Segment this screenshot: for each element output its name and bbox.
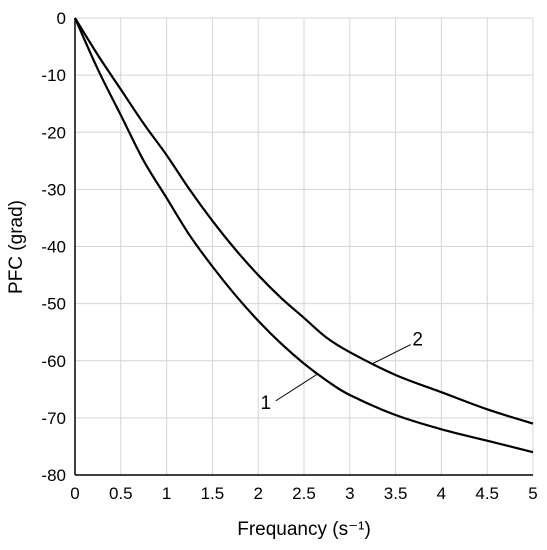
x-tick-label: 5 (528, 484, 537, 503)
series-line-1 (73, 17, 534, 454)
x-tick-label: 0 (70, 484, 79, 503)
curve-label-1: 1 (260, 393, 271, 414)
x-tick-label: 2 (253, 484, 262, 503)
x-tick-label: 2.5 (292, 484, 316, 503)
x-tick-label: 3 (345, 484, 354, 503)
curve-label-leader-1 (275, 373, 319, 402)
x-tick-label: 1.5 (201, 484, 225, 503)
y-axis-label: PFC (grad) (6, 200, 27, 294)
y-tick-label: -30 (41, 180, 66, 199)
curve-label-2: 2 (412, 330, 423, 351)
y-tick-label: -20 (41, 123, 66, 142)
grid (75, 17, 534, 475)
x-tick-label: 1 (162, 484, 171, 503)
y-tick-label: -80 (41, 466, 66, 485)
y-tick-label: -70 (41, 409, 66, 428)
curve-label-leader-2 (372, 344, 411, 365)
x-tick-label: 3.5 (384, 484, 408, 503)
x-tick-label: 4 (437, 484, 446, 503)
series-line-2 (74, 17, 534, 425)
curve-labels: 12 (260, 330, 423, 414)
tick-labels: 0 0.5 1 1.5 2 2.5 3 3.5 4 4.5 5 0 -10 -20 -30 -40 -50 -60… (41, 9, 537, 503)
y-tick-label: -40 (41, 238, 66, 257)
x-axis-label: Frequancy (s⁻¹) (237, 519, 371, 540)
axes (74, 18, 533, 476)
x-tick-label: 4.5 (475, 484, 499, 503)
y-tick-label: -60 (41, 352, 66, 371)
y-tick-label: -50 (41, 295, 66, 314)
y-tick-label: -10 (41, 66, 66, 85)
series (73, 17, 534, 454)
y-tick-label: 0 (57, 9, 66, 28)
x-tick-label: 0.5 (109, 484, 133, 503)
